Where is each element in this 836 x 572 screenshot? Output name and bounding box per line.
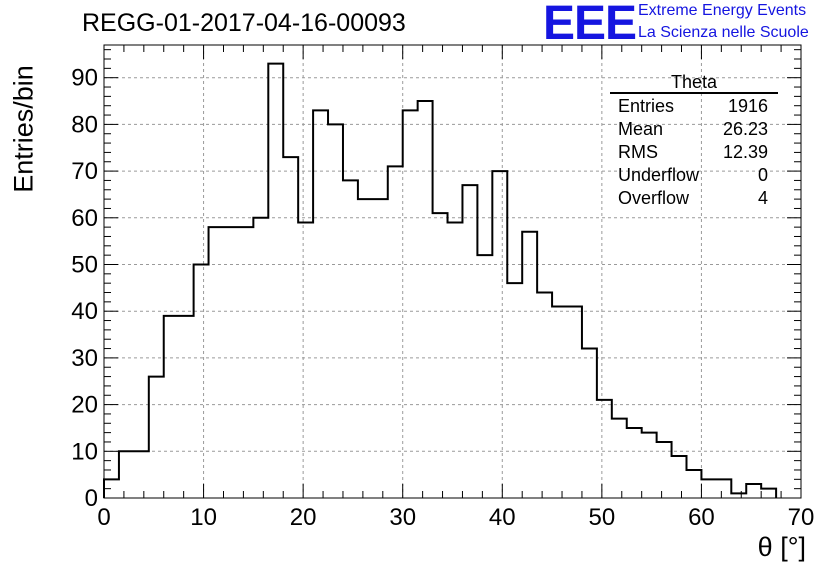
y-tick-label: 80	[71, 111, 98, 138]
stats-label: Overflow	[618, 188, 690, 208]
stats-label: Underflow	[618, 165, 700, 185]
logo-line-1: Extreme Energy Events	[638, 2, 807, 19]
y-tick-label: 90	[71, 65, 98, 92]
x-tick-label: 50	[589, 504, 616, 531]
stats-box: Theta Entries 1916 Mean 26.23 RMS 12.39 …	[610, 72, 778, 210]
stats-row-underflow: Underflow 0	[610, 164, 778, 187]
y-tick-label: 60	[71, 205, 98, 232]
stats-row-entries: Entries 1916	[610, 95, 778, 118]
x-axis-label: θ [°]	[757, 532, 806, 562]
x-tick-label: 70	[788, 504, 815, 531]
stats-row-rms: RMS 12.39	[610, 141, 778, 164]
stats-row-overflow: Overflow 4	[610, 187, 778, 210]
y-tick-label: 50	[71, 251, 98, 278]
stats-divider	[610, 92, 778, 94]
stats-title: Theta	[670, 72, 718, 92]
stats-value: 4	[757, 188, 768, 208]
x-tick-label: 30	[389, 504, 416, 531]
y-tick-label: 70	[71, 158, 98, 185]
y-axis-label-wrap: Entries/bin	[6, 65, 42, 193]
x-tick-label: 60	[688, 504, 715, 531]
histogram-line	[103, 62, 778, 498]
plot-frame	[103, 44, 802, 499]
x-tick-label: 40	[489, 504, 516, 531]
y-tick-label: 30	[71, 345, 98, 372]
x-tick-label: 0	[97, 504, 110, 531]
stats-value: 12.39	[722, 142, 768, 162]
x-tick-label: 20	[290, 504, 317, 531]
eee-logo-mark: EEE	[543, 0, 637, 50]
y-tick-label: 40	[71, 298, 98, 325]
y-tick-label: 20	[71, 392, 98, 419]
stats-label: RMS	[618, 142, 658, 162]
y-axis-label: Entries/bin	[8, 65, 39, 193]
stats-value: 1916	[727, 96, 768, 116]
logo-line-2: La Scienza nelle Scuole	[638, 24, 809, 41]
stats-label: Mean	[618, 119, 664, 139]
y-tick-label: 10	[71, 438, 98, 465]
stats-value: 0	[757, 165, 768, 185]
stats-row-mean: Mean 26.23	[610, 118, 778, 141]
chart-title: REGG-01-2017-04-16-00093	[82, 9, 406, 37]
stats-value: 26.23	[722, 119, 768, 139]
x-tick-label: 10	[190, 504, 217, 531]
y-tick-label: 0	[85, 485, 98, 512]
stats-label: Entries	[618, 96, 675, 116]
